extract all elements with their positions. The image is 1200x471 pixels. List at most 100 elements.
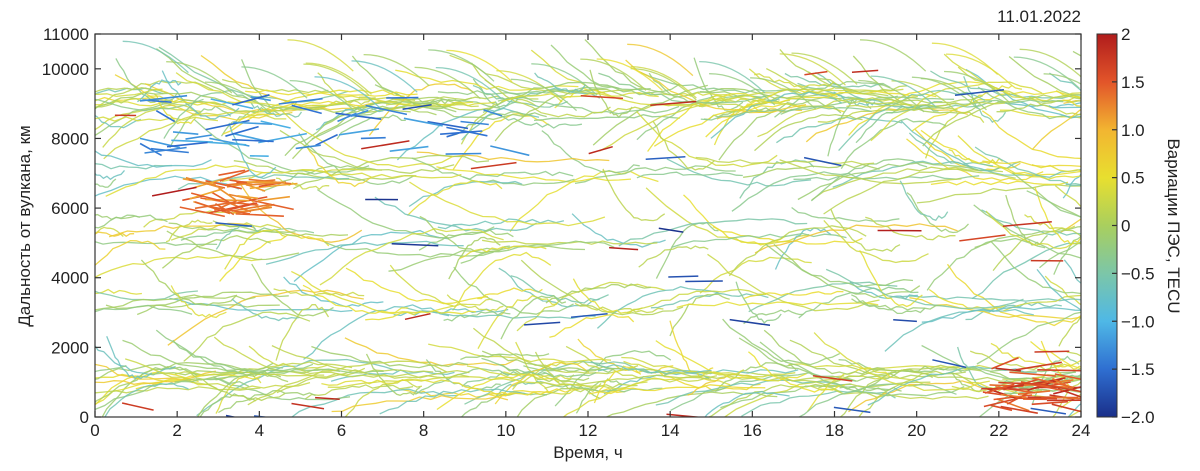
tec-track	[554, 350, 672, 407]
tec-track	[550, 44, 680, 96]
tec-track	[95, 226, 124, 237]
tec-track	[605, 391, 778, 417]
tec-track	[436, 373, 560, 411]
tec-track	[271, 345, 470, 379]
tec-track	[95, 231, 135, 237]
tec-track	[921, 306, 1081, 323]
tec-track	[279, 129, 455, 174]
tec-track	[739, 159, 815, 199]
x-tick-label: 10	[496, 421, 515, 440]
tec-track	[167, 289, 364, 346]
tec-track	[811, 166, 1003, 201]
tec-disturbance	[524, 321, 561, 326]
colorbar-tick-label: 0.5	[1121, 169, 1145, 188]
y-tick-label: 2000	[51, 338, 89, 357]
tec-disturbance	[219, 169, 250, 182]
tec-track	[95, 290, 198, 301]
tec-track	[428, 343, 612, 363]
tec-track	[922, 94, 1081, 147]
tec-track	[481, 357, 597, 378]
tec-track	[823, 168, 1016, 215]
tec-track	[280, 109, 454, 168]
tec-track	[327, 376, 515, 388]
colorbar-tick-label: 1.5	[1121, 73, 1145, 92]
tec-disturbance	[609, 246, 639, 251]
tec-track	[228, 122, 277, 178]
tec-track	[596, 58, 663, 91]
tec-disturbance	[315, 396, 340, 401]
tec-track	[409, 181, 606, 227]
tec-disturbance	[1009, 371, 1056, 377]
tec-track	[170, 285, 227, 319]
tec-track	[791, 206, 900, 223]
tec-track	[891, 80, 958, 113]
tec-track	[1008, 55, 1081, 100]
tec-disturbance	[445, 152, 482, 155]
tec-disturbance	[230, 201, 259, 206]
tec-track	[95, 294, 256, 311]
tec-track	[865, 216, 956, 241]
tec-track	[746, 371, 931, 388]
tec-track	[125, 358, 311, 390]
tec-track	[931, 42, 999, 75]
tec-track	[1043, 73, 1081, 85]
tec-track	[999, 109, 1081, 119]
tec-track	[510, 275, 609, 304]
tec-track	[776, 116, 903, 144]
tec-disturbance	[812, 375, 853, 382]
tec-track	[714, 362, 797, 393]
tec-track	[990, 342, 1081, 368]
tec-track	[1026, 190, 1081, 218]
tec-track	[754, 73, 835, 88]
y-axis-title: Дальность от вулкана, км	[15, 125, 34, 326]
tec-track	[640, 368, 845, 382]
tec-track	[1013, 56, 1080, 89]
tec-track	[224, 228, 287, 270]
tec-track	[215, 224, 259, 250]
tec-track	[284, 101, 457, 157]
tec-disturbance	[580, 94, 624, 100]
colorbar-tick-label: −1.0	[1121, 312, 1155, 331]
tec-track	[1051, 381, 1081, 417]
tec-disturbance	[490, 145, 530, 157]
tec-disturbance	[833, 406, 871, 414]
tec-track	[273, 288, 365, 297]
tec-disturbance	[335, 112, 382, 120]
tec-disturbance	[150, 147, 189, 154]
tec-track	[95, 91, 227, 110]
x-axis-title: Время, ч	[553, 443, 622, 462]
tec-track	[763, 329, 885, 375]
tec-disturbance	[1054, 373, 1081, 380]
tec-track	[630, 66, 697, 99]
tec-track	[311, 345, 469, 369]
x-tick-label: 4	[255, 421, 264, 440]
tec-track	[823, 219, 929, 264]
tec-disturbance	[185, 134, 212, 140]
tec-disturbance	[237, 195, 258, 200]
tec-track	[95, 371, 199, 406]
x-tick-label: 2	[172, 421, 181, 440]
tec-track	[666, 158, 812, 187]
tec-disturbance	[260, 120, 291, 129]
tec-track	[982, 160, 1081, 168]
tec-track	[460, 392, 548, 417]
tec-track	[851, 298, 942, 311]
tec-track	[965, 301, 1062, 321]
tec-track	[976, 311, 1081, 365]
tec-track	[973, 204, 1081, 259]
x-tick-label: 6	[337, 421, 346, 440]
tec-track	[754, 113, 863, 152]
tec-disturbance	[210, 98, 254, 110]
tec-track	[314, 76, 381, 109]
plot-area	[95, 39, 1081, 417]
tec-disturbance	[257, 195, 291, 202]
tec-track	[592, 88, 780, 146]
tec-track	[408, 180, 523, 208]
tec-track	[655, 221, 719, 279]
y-tick-label: 8000	[51, 129, 89, 148]
tec-track	[627, 43, 694, 77]
tec-track	[1032, 108, 1081, 150]
tec-track	[105, 164, 266, 197]
tec-track	[630, 67, 697, 101]
colorbar-tick-label: 2	[1121, 25, 1130, 44]
